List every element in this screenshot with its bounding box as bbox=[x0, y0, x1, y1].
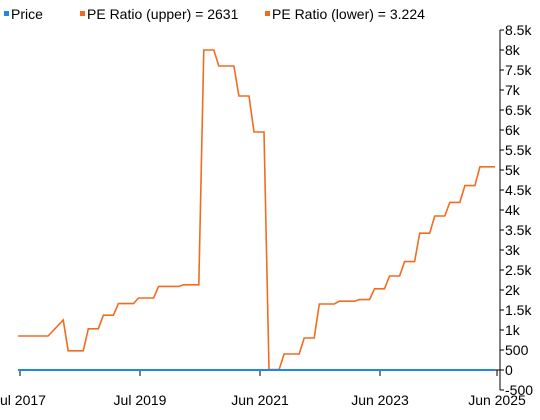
y-tick-label: 7.5k bbox=[505, 62, 532, 78]
y-tick-label: 1.5k bbox=[505, 302, 532, 318]
y-tick-label: 2k bbox=[505, 282, 521, 298]
legend-label-pe-lower: PE Ratio (lower) = 3.224 bbox=[272, 6, 425, 22]
y-tick-label: -500 bbox=[505, 382, 533, 398]
y-tick-label: 3.5k bbox=[505, 222, 532, 238]
x-tick-label: Jul 2019 bbox=[114, 392, 167, 408]
y-tick-label: 5.5k bbox=[505, 142, 532, 158]
x-tick-label: ul 2017 bbox=[0, 392, 46, 408]
legend-label-pe-upper: PE Ratio (upper) = 2631 bbox=[87, 6, 239, 22]
legend-swatch-pe-upper bbox=[80, 11, 85, 16]
y-tick-label: 4k bbox=[505, 202, 521, 218]
x-tick-label: Jun 2023 bbox=[351, 392, 409, 408]
y-tick-label: 3k bbox=[505, 242, 521, 258]
y-tick-label: 4.5k bbox=[505, 182, 532, 198]
y-tick-label: 500 bbox=[505, 342, 529, 358]
y-tick-label: 5k bbox=[505, 162, 521, 178]
y-tick-label: 1k bbox=[505, 322, 521, 338]
y-tick-label: 7k bbox=[505, 82, 521, 98]
x-ticks: ul 2017 Jul 2019 Jun 2021 Jun 2023 Jun 2025 bbox=[0, 370, 526, 408]
legend-label-price: Price bbox=[11, 6, 43, 22]
y-tick-label: 8.5k bbox=[505, 22, 532, 38]
y-tick-label: 8k bbox=[505, 42, 521, 58]
y-ticks: 8.5k 8k 7.5k 7k 6.5k 6k 5.5k 5k 4.5k 4k 3.5k 3k 2.5k… bbox=[500, 22, 533, 398]
y-tick-label: 6k bbox=[505, 122, 521, 138]
x-tick-label: Jun 2021 bbox=[231, 392, 289, 408]
y-tick-label: 6.5k bbox=[505, 102, 532, 118]
series-layer bbox=[18, 49, 495, 371]
legend: Price PE Ratio (upper) = 2631 PE Ratio (… bbox=[4, 6, 425, 22]
legend-swatch-price bbox=[4, 11, 9, 16]
y-tick-label: 0 bbox=[505, 362, 513, 378]
y-tick-label: 2.5k bbox=[505, 262, 532, 278]
x-tick-label: Jun 2025 bbox=[468, 392, 526, 408]
legend-swatch-pe-lower bbox=[265, 11, 270, 16]
